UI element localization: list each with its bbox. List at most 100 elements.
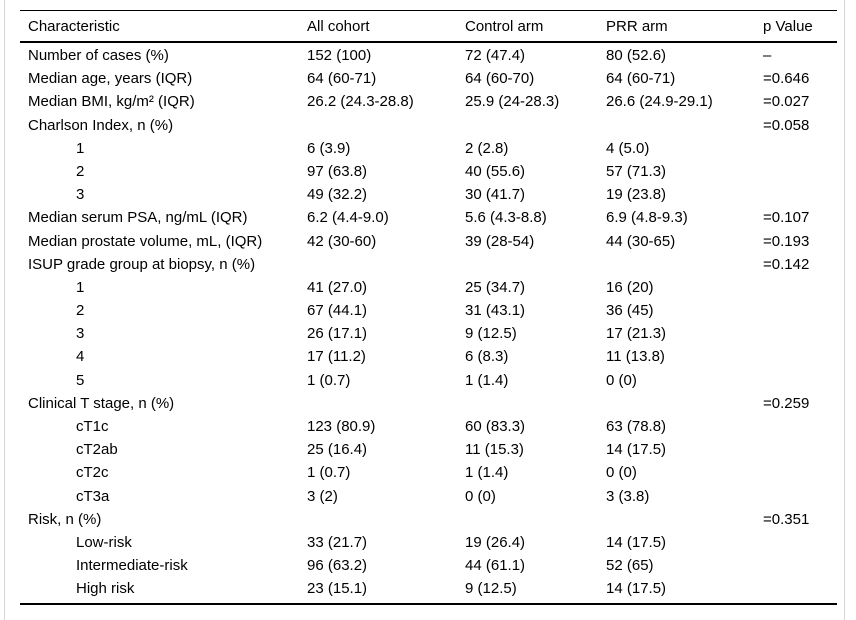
cell-all-cohort: 67 (44.1) <box>307 302 368 320</box>
cell-p-value <box>763 160 837 183</box>
cell-control-arm: 1 (1.4) <box>465 371 509 389</box>
cell-prr-arm: 4 (5.0) <box>606 139 650 157</box>
row-label: cT2ab <box>76 441 118 459</box>
cell-p-value <box>763 461 837 484</box>
table-row: Number of cases (%) 152 (100) 72 (47.4) 80 … <box>20 44 837 67</box>
cell-prr-arm <box>606 392 763 415</box>
cell-control-arm: 60 (83.3) <box>465 418 526 435</box>
cell-all-cohort: 49 (32.2) <box>307 186 368 204</box>
row-label: cT1c <box>76 418 109 435</box>
col-header-characteristic: Characteristic <box>28 17 120 35</box>
table-row: cT2c 1 (0.7) 1 (1.4) 0 (0) <box>20 461 837 484</box>
col-header-p-value: p Value <box>763 17 813 35</box>
row-label: Charlson Index, n (%) <box>28 116 174 134</box>
cell-prr-arm: 64 (60-71) <box>606 70 676 88</box>
cell-prr-arm: 44 (30-65) <box>606 232 676 250</box>
cell-control-arm: 0 (0) <box>465 487 496 505</box>
cell-all-cohort: 33 (21.7) <box>307 533 368 551</box>
table-row: 5 1 (0.7) 1 (1.4) 0 (0) <box>20 369 837 392</box>
cell-all-cohort: 3 (2) <box>307 487 338 505</box>
cell-p-value <box>763 345 837 368</box>
table-row: High risk 23 (15.1) 9 (12.5) 14 (17.5) <box>20 577 837 600</box>
cell-all-cohort: 17 (11.2) <box>307 348 366 366</box>
characteristics-table: Characteristic All cohort Control arm PR… <box>20 10 837 605</box>
table-row: 1 41 (27.0) 25 (34.7) 16 (20) <box>20 276 837 299</box>
table-row: 3 49 (32.2) 30 (41.7) 19 (23.8) <box>20 183 837 206</box>
cell-all-cohort: 64 (60-71) <box>307 70 377 88</box>
cell-control-arm: 64 (60-70) <box>465 70 535 88</box>
cell-p-value <box>763 438 837 461</box>
cell-prr-arm: 80 (52.6) <box>606 47 667 64</box>
row-label: 2 <box>76 162 85 180</box>
cell-p-value: =0.193 <box>763 232 810 250</box>
cell-all-cohort: 25 (16.4) <box>307 441 368 459</box>
cell-all-cohort: 6 (3.9) <box>307 139 351 157</box>
table-row: Intermediate-risk 96 (63.2) 44 (61.1) 52 (6… <box>20 554 837 577</box>
col-header-prr-arm: PRR arm <box>606 17 668 35</box>
table-row: Charlson Index, n (%) =0.058 <box>20 114 837 137</box>
cell-p-value <box>763 369 837 392</box>
table-row: Risk, n (%) =0.351 <box>20 508 837 531</box>
cell-prr-arm: 17 (21.3) <box>606 325 667 343</box>
row-label: Intermediate-risk <box>76 557 188 575</box>
table-row: 4 17 (11.2) 6 (8.3) 11 (13.8) <box>20 345 837 368</box>
cell-p-value <box>763 299 837 322</box>
cell-control-arm <box>465 392 606 415</box>
cell-all-cohort <box>307 508 465 531</box>
cell-all-cohort: 1 (0.7) <box>307 371 351 389</box>
cell-prr-arm: 14 (17.5) <box>606 580 667 598</box>
row-label: 1 <box>76 139 85 157</box>
row-label: High risk <box>76 580 135 598</box>
row-label: Median serum PSA, ng/mL (IQR) <box>28 209 248 227</box>
cell-p-value <box>763 183 837 206</box>
cell-control-arm: 5.6 (4.3-8.8) <box>465 209 547 227</box>
cell-control-arm: 31 (43.1) <box>465 302 526 320</box>
cell-p-value: – <box>763 47 772 64</box>
cell-control-arm: 39 (28-54) <box>465 232 535 250</box>
col-header-control-arm: Control arm <box>465 17 544 35</box>
cell-control-arm <box>465 253 606 276</box>
cell-all-cohort <box>307 114 465 137</box>
row-label: Clinical T stage, n (%) <box>28 394 175 412</box>
table-row: cT3a 3 (2) 0 (0) 3 (3.8) <box>20 485 837 508</box>
cell-all-cohort: 42 (30-60) <box>307 232 377 250</box>
cell-prr-arm: 52 (65) <box>606 557 654 575</box>
cell-prr-arm: 63 (78.8) <box>606 418 667 435</box>
table-row: Low-risk 33 (21.7) 19 (26.4) 14 (17.5) <box>20 531 837 554</box>
cell-prr-arm: 11 (13.8) <box>606 348 665 366</box>
cell-all-cohort: 6.2 (4.4-9.0) <box>307 209 389 227</box>
table-row: cT1c 123 (80.9) 60 (83.3) 63 (78.8) <box>20 415 837 438</box>
cell-all-cohort: 152 (100) <box>307 47 372 64</box>
cell-prr-arm: 0 (0) <box>606 371 637 389</box>
row-label: Median prostate volume, mL, (IQR) <box>28 232 263 250</box>
row-label: 5 <box>76 371 85 389</box>
cell-control-arm <box>465 114 606 137</box>
table-row: Median BMI, kg/m² (IQR) 26.2 (24.3-28.8) 2… <box>20 90 837 113</box>
cell-control-arm: 2 (2.8) <box>465 139 509 157</box>
table-row: ISUP grade group at biopsy, n (%) =0.142 <box>20 253 837 276</box>
cell-all-cohort <box>307 253 465 276</box>
row-label: Low-risk <box>76 533 132 551</box>
table-header-row: Characteristic All cohort Control arm PR… <box>20 10 837 43</box>
cell-prr-arm: 0 (0) <box>606 464 637 482</box>
table-body: Number of cases (%) 152 (100) 72 (47.4) 80 … <box>20 43 837 605</box>
cell-prr-arm: 19 (23.8) <box>606 186 667 204</box>
cell-p-value: =0.259 <box>763 394 810 412</box>
cell-control-arm: 19 (26.4) <box>465 533 526 551</box>
cell-p-value <box>763 276 837 299</box>
cell-prr-arm: 3 (3.8) <box>606 487 650 505</box>
cell-control-arm: 11 (15.3) <box>465 441 524 459</box>
cell-control-arm: 6 (8.3) <box>465 348 509 366</box>
cell-all-cohort: 96 (63.2) <box>307 557 368 575</box>
row-label: Median BMI, kg/m² (IQR) <box>28 93 195 111</box>
table-row: 2 67 (44.1) 31 (43.1) 36 (45) <box>20 299 837 322</box>
cell-control-arm: 44 (61.1) <box>465 557 526 575</box>
cell-p-value: =0.646 <box>763 70 810 88</box>
cell-control-arm: 9 (12.5) <box>465 325 517 343</box>
table-row: 1 6 (3.9) 2 (2.8) 4 (5.0) <box>20 137 837 160</box>
table-row: Median prostate volume, mL, (IQR) 42 (30-… <box>20 230 837 253</box>
cell-all-cohort: 41 (27.0) <box>307 278 368 296</box>
cell-p-value <box>763 485 837 508</box>
cell-prr-arm: 36 (45) <box>606 302 654 320</box>
cell-prr-arm: 57 (71.3) <box>606 162 667 180</box>
